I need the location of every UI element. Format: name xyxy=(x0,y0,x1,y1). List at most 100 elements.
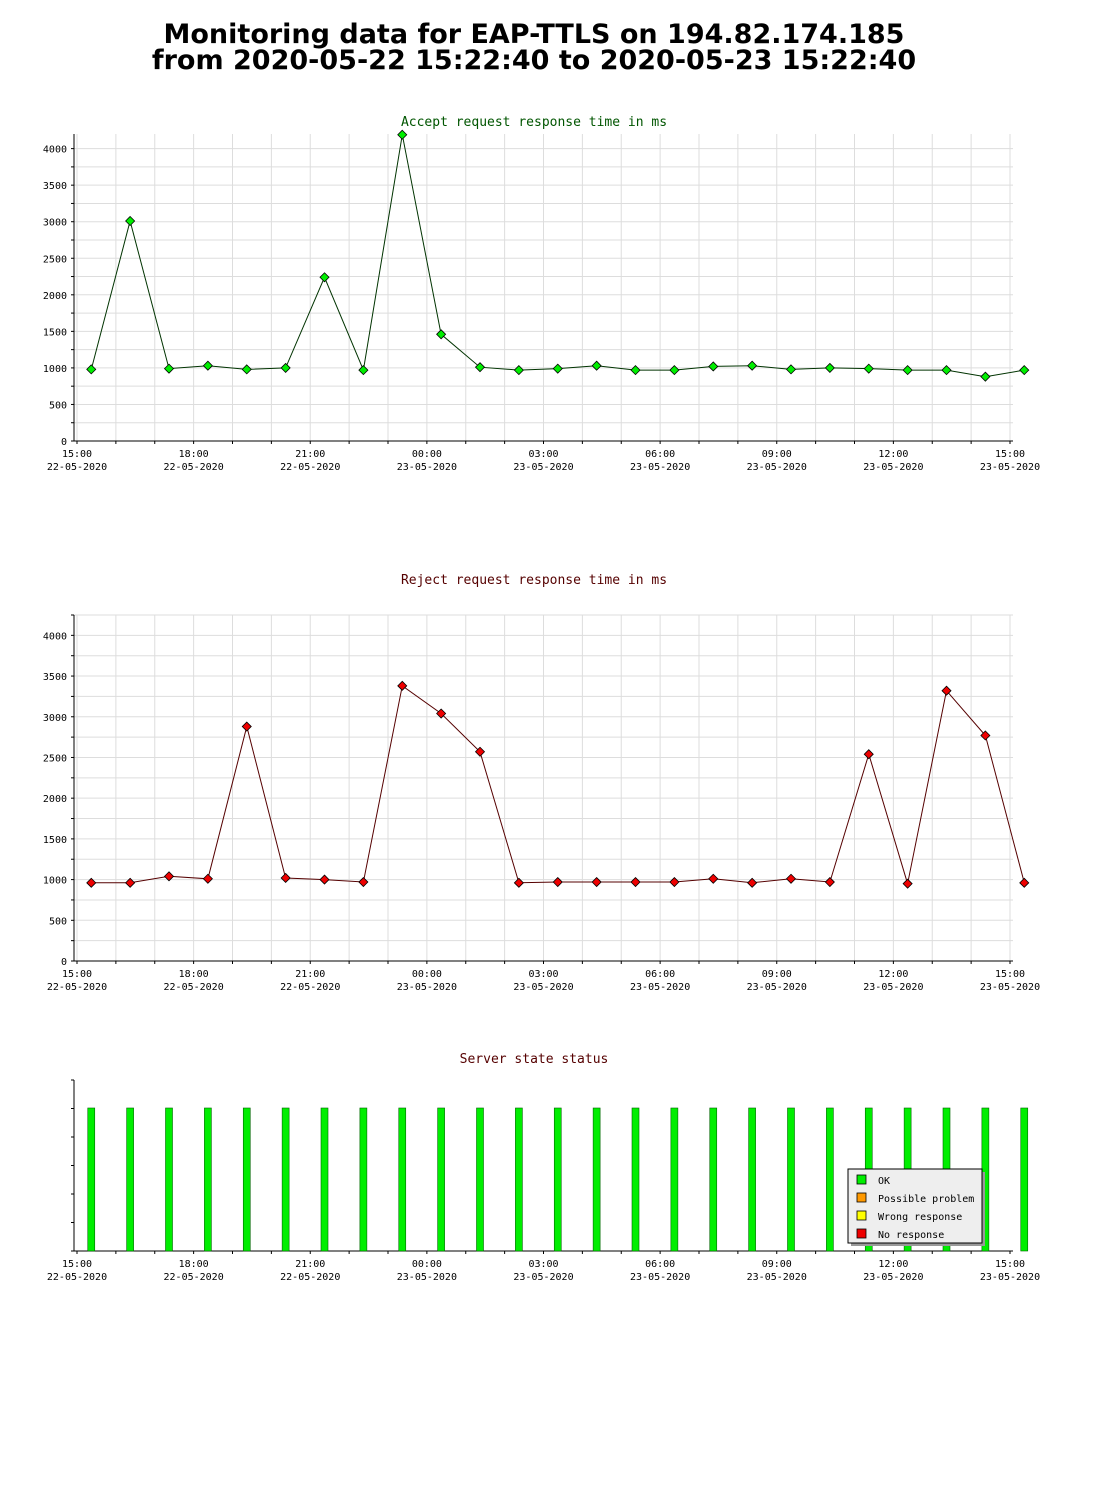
reject-y-tick-label: 4000 xyxy=(43,631,67,642)
status-bar xyxy=(553,1107,562,1252)
status-x-tick-date: 23-05-2020 xyxy=(630,1272,690,1283)
reject-x-tick-date: 23-05-2020 xyxy=(397,982,457,993)
accept-y-tick-label: 500 xyxy=(49,400,67,411)
reject-data-point xyxy=(513,877,524,888)
accept-x-tick-date: 23-05-2020 xyxy=(980,462,1040,473)
status-bar xyxy=(398,1107,407,1252)
reject-y-tick-label: 2500 xyxy=(43,753,67,764)
reject-y-tick-label: 2000 xyxy=(43,794,67,805)
status-bar xyxy=(670,1107,679,1252)
reject-data-point xyxy=(86,877,97,888)
status-x-tick-date: 23-05-2020 xyxy=(980,1272,1040,1283)
reject-data-point xyxy=(863,749,874,760)
status-x-tick-time: 06:00 xyxy=(645,1259,675,1270)
accept-x-tick-time: 12:00 xyxy=(878,449,908,460)
legend-swatch xyxy=(856,1210,867,1221)
status-bar xyxy=(515,1107,523,1252)
accept-x-tick-time: 15:00 xyxy=(995,449,1025,460)
status-x-tick-time: 15:00 xyxy=(62,1259,92,1270)
accept-data-point xyxy=(1019,365,1030,376)
page-title-line-1: Monitoring data for EAP-TTLS on 194.82.1… xyxy=(163,19,905,50)
reject-data-point xyxy=(397,680,408,691)
legend-label: Wrong response xyxy=(878,1212,962,1223)
accept-y-tick-label: 3000 xyxy=(43,218,67,229)
status-bar xyxy=(826,1107,834,1252)
status-x-tick-date: 22-05-2020 xyxy=(47,1272,107,1283)
reject-data-point xyxy=(552,876,563,888)
reject-data-point xyxy=(202,873,213,884)
status-bar xyxy=(437,1107,445,1252)
status-bar xyxy=(631,1107,640,1252)
status-bar xyxy=(87,1107,96,1252)
accept-x-tick-time: 06:00 xyxy=(645,449,675,460)
reject-y-tick-label: 3500 xyxy=(43,672,67,683)
reject-data-point xyxy=(436,708,447,719)
reject-data-point xyxy=(941,685,952,696)
status-x-tick-time: 03:00 xyxy=(528,1259,558,1270)
status-x-tick-time: 21:00 xyxy=(295,1259,325,1270)
accept-data-point xyxy=(669,365,680,376)
reject-data-point xyxy=(980,730,991,741)
accept-y-tick-label: 3500 xyxy=(43,181,67,192)
accept-response-time-chart: Accept request response time in ms 0 500 10… xyxy=(43,115,1040,473)
reject-x-tick-time: 18:00 xyxy=(179,969,209,980)
reject-x-tick-date: 22-05-2020 xyxy=(47,982,107,993)
page-title-line-2: from 2020-05-22 15:22:40 to 2020-05-23 1… xyxy=(151,45,917,76)
accept-x-tick-time: 03:00 xyxy=(528,449,558,460)
reject-x-tick-date: 23-05-2020 xyxy=(747,982,807,993)
server-state-status-chart: Server state status 15:00 22-05-2020 18:00 2… xyxy=(47,1052,1040,1283)
reject-data-point xyxy=(824,876,835,888)
accept-data-point xyxy=(591,360,602,371)
legend-label: No response xyxy=(878,1230,944,1241)
reject-data-point xyxy=(163,871,175,882)
accept-data-point xyxy=(863,363,874,374)
status-bar xyxy=(787,1107,795,1252)
accept-data-point xyxy=(86,364,97,375)
status-x-tick-time: 12:00 xyxy=(878,1259,908,1270)
reject-x-tick-date: 23-05-2020 xyxy=(863,982,923,993)
reject-x-tick-date: 22-05-2020 xyxy=(164,982,224,993)
reject-data-point xyxy=(591,876,602,888)
reject-data-point xyxy=(358,876,369,888)
reject-data-point xyxy=(280,872,291,884)
legend-label: Possible problem xyxy=(878,1194,974,1205)
status-bar xyxy=(204,1107,212,1252)
status-bar xyxy=(126,1107,134,1252)
accept-x-tick-date: 23-05-2020 xyxy=(630,462,690,473)
accept-title: Accept request response time in ms xyxy=(401,115,667,130)
reject-x-tick-date: 23-05-2020 xyxy=(980,982,1040,993)
accept-data-point xyxy=(902,365,913,376)
reject-response-time-chart: Reject request response time in ms 0 500 10… xyxy=(43,573,1040,993)
status-bar xyxy=(359,1107,368,1252)
reject-x-tick-date: 23-05-2020 xyxy=(513,982,573,993)
page-title: Monitoring data for EAP-TTLS on 194.82.1… xyxy=(0,19,1068,76)
accept-data-point xyxy=(941,365,952,376)
status-bar xyxy=(281,1107,290,1252)
reject-data-point xyxy=(125,877,136,888)
accept-data-point xyxy=(513,365,524,376)
accept-x-tick-date: 22-05-2020 xyxy=(164,462,224,473)
status-bar xyxy=(748,1107,756,1252)
status-x-tick-time: 18:00 xyxy=(179,1259,209,1270)
reject-y-tick-label: 0 xyxy=(61,957,67,968)
accept-data-point xyxy=(980,371,991,382)
status-x-tick-date: 23-05-2020 xyxy=(863,1272,923,1283)
accept-x-tick-time: 21:00 xyxy=(295,449,325,460)
status-x-tick-date: 22-05-2020 xyxy=(280,1272,340,1283)
accept-data-point xyxy=(202,360,213,371)
accept-x-tick-date: 23-05-2020 xyxy=(863,462,923,473)
reject-y-tick-label: 1500 xyxy=(43,835,67,846)
reject-data-point xyxy=(630,876,641,888)
accept-data-point xyxy=(125,215,136,227)
accept-data-point xyxy=(474,362,486,373)
status-bar xyxy=(709,1107,718,1252)
reject-x-tick-time: 06:00 xyxy=(645,969,675,980)
accept-y-tick-label: 0 xyxy=(61,437,67,448)
accept-data-point xyxy=(280,362,291,373)
accept-series-line xyxy=(90,134,1025,378)
legend-swatch xyxy=(856,1192,867,1203)
status-bar xyxy=(320,1107,329,1252)
reject-x-tick-time: 12:00 xyxy=(878,969,908,980)
legend-swatch xyxy=(856,1174,867,1185)
